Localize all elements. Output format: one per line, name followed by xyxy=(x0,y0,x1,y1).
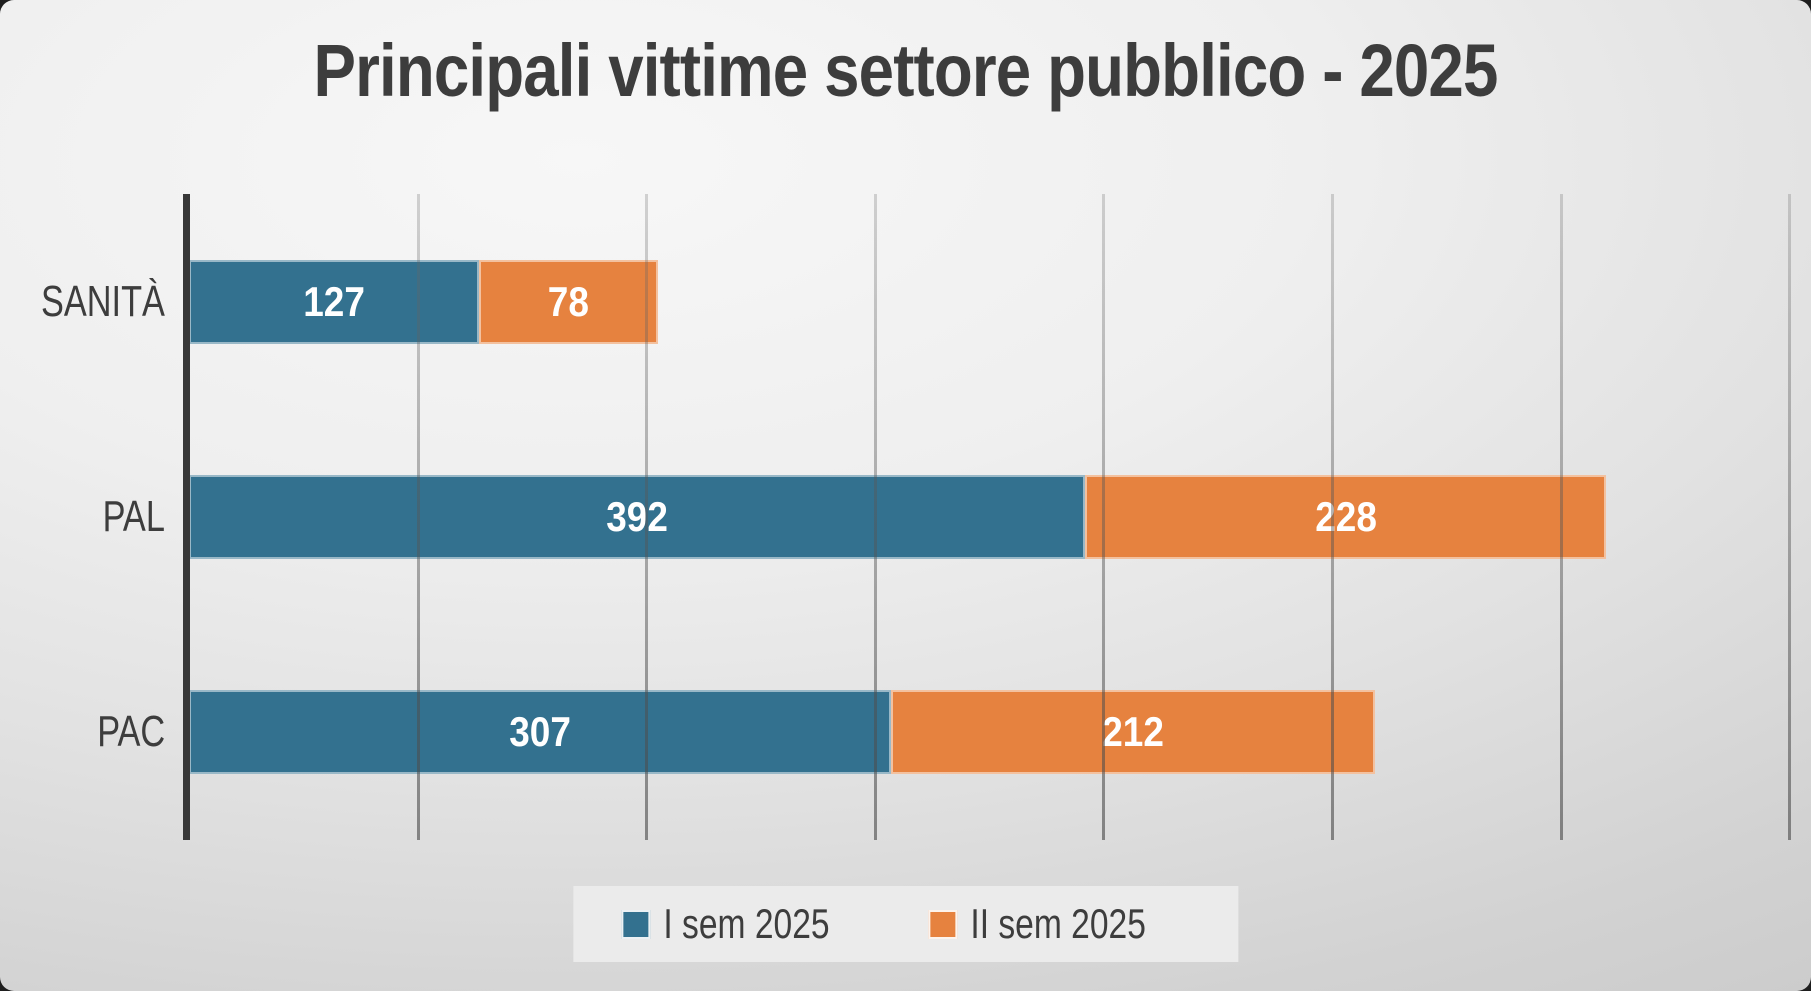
category-label-sanità: SANITÀ xyxy=(41,276,165,326)
bar-track: 392 228 xyxy=(189,474,1796,559)
bar-segment-series2-pal: 228 xyxy=(1085,474,1607,559)
bar-segment-series2-pac: 212 xyxy=(890,690,1376,775)
y-axis-line xyxy=(183,194,190,840)
bar-value-label: 212 xyxy=(1102,708,1164,756)
chart-title: Principali vittime settore pubblico - 20… xyxy=(313,29,1499,112)
category-label-pal: PAL xyxy=(102,491,165,541)
bar-track: 307 212 xyxy=(189,690,1796,775)
legend-label-sem1: I sem 2025 xyxy=(662,900,830,947)
legend-item-sem1: I sem 2025 xyxy=(620,900,871,948)
bar-segment-series1-pac: 307 xyxy=(189,690,891,775)
legend-swatch-sem2-icon xyxy=(928,909,958,939)
bar-value-label: 307 xyxy=(509,708,571,756)
category-label-pac: PAC xyxy=(96,707,165,757)
legend-swatch-sem1-icon xyxy=(620,909,650,939)
bar-segment-series2-sanità: 78 xyxy=(479,259,658,344)
legend-item-sem2: II sem 2025 xyxy=(928,900,1190,948)
bar-segment-series1-sanità: 127 xyxy=(189,259,480,344)
bar-value-label: 78 xyxy=(547,277,589,325)
plot-area: SANITÀ 127 78 PAL 392 228 PAC 307 212 xyxy=(41,194,1796,840)
bar-value-label: 392 xyxy=(606,492,668,540)
bar-row-pac: PAC 307 212 xyxy=(97,625,1796,840)
bar-value-label: 127 xyxy=(303,277,365,325)
bar-value-label: 228 xyxy=(1314,492,1377,540)
bar-track: 127 78 xyxy=(189,259,1796,344)
legend: I sem 2025 II sem 2025 xyxy=(572,886,1239,962)
legend-label-sem2: II sem 2025 xyxy=(970,900,1147,947)
bar-segment-series1-pal: 392 xyxy=(189,474,1086,559)
bar-row-sanità: SANITÀ 127 78 xyxy=(41,194,1796,409)
bar-row-pal: PAL 392 228 xyxy=(103,409,1796,624)
